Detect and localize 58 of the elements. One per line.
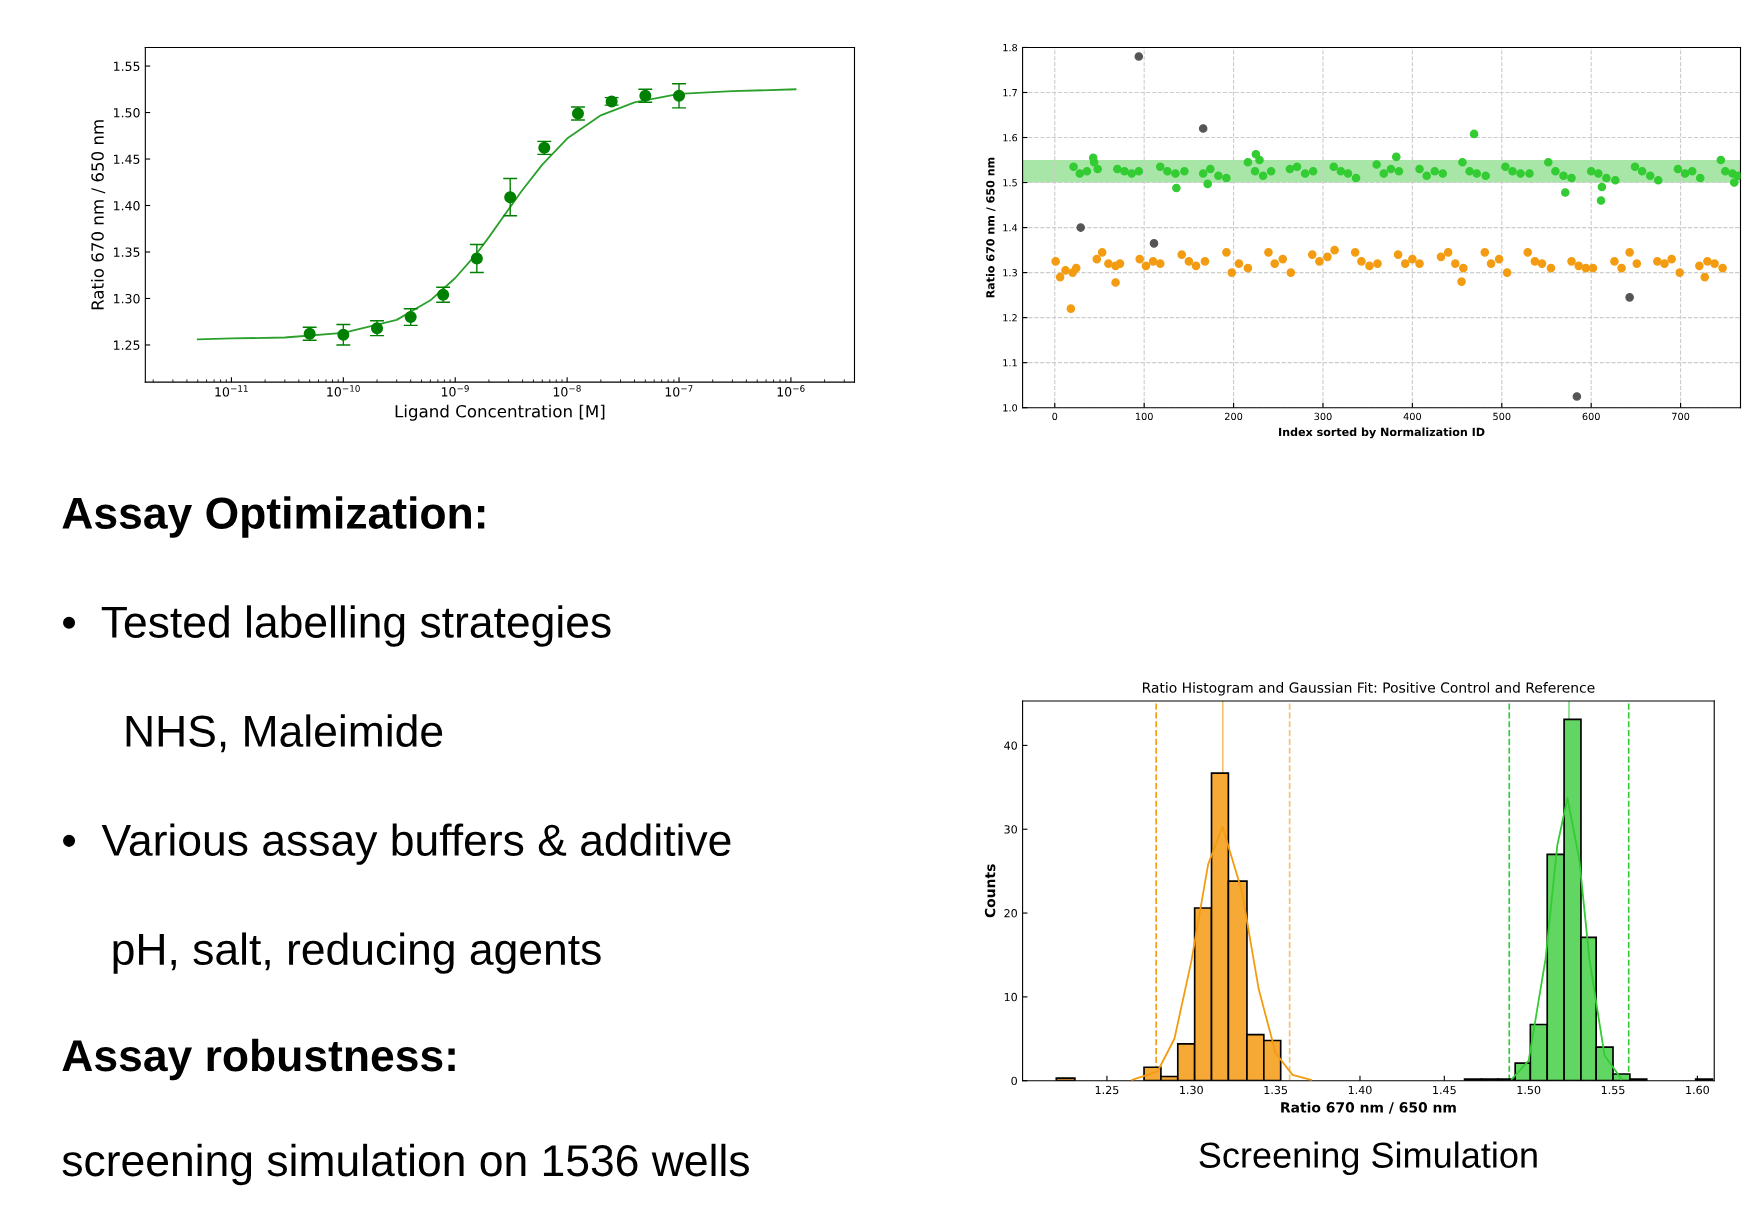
x-tick-label: 700	[1672, 412, 1690, 421]
y-tick-label: 10	[1004, 992, 1017, 1002]
y-axis-title: Ratio 670 nm / 650 nm	[90, 120, 106, 310]
chart-title: Ratio Histogram and Gaussian Fit: Positive Control and Reference	[1142, 682, 1595, 696]
text: NHS, Maleimide	[126, 714, 443, 753]
x-tick-label: 1.45	[1433, 1085, 1456, 1095]
text: • Tested labelling strategies	[63, 605, 611, 647]
x-tick-label: 1.35	[1264, 1085, 1288, 1095]
x-tick-label: 10$^{−11}$	[215, 385, 248, 397]
x-tick-label: 600	[1582, 412, 1600, 421]
x-tick-label: 400	[1403, 412, 1422, 421]
x-tick-label: 500	[1493, 412, 1511, 421]
y-tick-label: 1.7	[1003, 89, 1017, 97]
x-tick-label: 1.40	[1348, 1085, 1372, 1095]
y-tick-label: 1.35	[114, 247, 140, 257]
x-tick-label: 300	[1314, 412, 1332, 421]
x-tick-label: 10$^{−6}$	[777, 385, 805, 397]
x-tick-label: 200	[1225, 412, 1243, 421]
x-tick-label: 0	[1052, 412, 1058, 421]
y-tick-label: 1.30	[114, 293, 140, 304]
y-axis-title: Ratio 670 nm / 650 nm	[985, 157, 996, 298]
x-axis-title: Index sorted by Normalization ID	[1279, 427, 1485, 439]
y-tick-label: 1.6	[1003, 134, 1018, 142]
y-tick-label: 1.50	[114, 108, 140, 118]
y-tick-label: 1.5	[1003, 179, 1017, 187]
y-tick-label: 1.8	[1003, 43, 1018, 52]
x-tick-label: 1.30	[1180, 1085, 1203, 1095]
x-tick-label: 1.50	[1517, 1085, 1541, 1095]
x-tick-label: 10$^{−8}$	[553, 385, 581, 397]
y-tick-label: 1.45	[114, 154, 140, 164]
y-tick-label: 1.3	[1003, 269, 1017, 277]
y-axis-title: Counts	[984, 864, 996, 918]
x-tick-label: 1.55	[1601, 1085, 1625, 1095]
y-tick-label: 1.2	[1003, 314, 1017, 322]
x-tick-label: 1.25	[1095, 1085, 1119, 1095]
x-tick-label: 10$^{−7}$	[665, 385, 693, 397]
x-tick-label: 10$^{−10}$	[327, 385, 360, 397]
text: Assay robustness:	[62, 1038, 455, 1081]
text: screening simulation on 1536 wells	[62, 1143, 749, 1186]
text: pH, salt, reducing agents	[113, 932, 601, 974]
x-tick-label: 100	[1135, 412, 1153, 421]
y-tick-label: 1.25	[114, 340, 140, 350]
y-tick-label: 0	[1011, 1076, 1017, 1086]
x-tick-label: 10$^{−9}$	[441, 385, 469, 397]
y-tick-label: 1.40	[114, 200, 140, 211]
y-tick-label: 1.55	[114, 61, 140, 71]
x-axis-title: Ligand Concentration [M]	[395, 404, 605, 421]
x-tick-label: 1.60	[1686, 1085, 1709, 1095]
y-tick-label: 40	[1004, 741, 1017, 750]
y-tick-label: 1.1	[1003, 359, 1017, 367]
x-axis-title: Ratio 670 nm / 650 nm	[1281, 1101, 1456, 1114]
y-tick-label: 30	[1004, 825, 1017, 834]
y-tick-label: 20	[1004, 909, 1017, 918]
y-tick-label: 1.0	[1003, 404, 1018, 412]
y-tick-label: 1.4	[1003, 224, 1018, 232]
text: • Various assay buffers & additive	[63, 823, 731, 865]
text: Screening Simulation	[1199, 1141, 1537, 1176]
text: Assay Optimization:	[62, 496, 485, 538]
